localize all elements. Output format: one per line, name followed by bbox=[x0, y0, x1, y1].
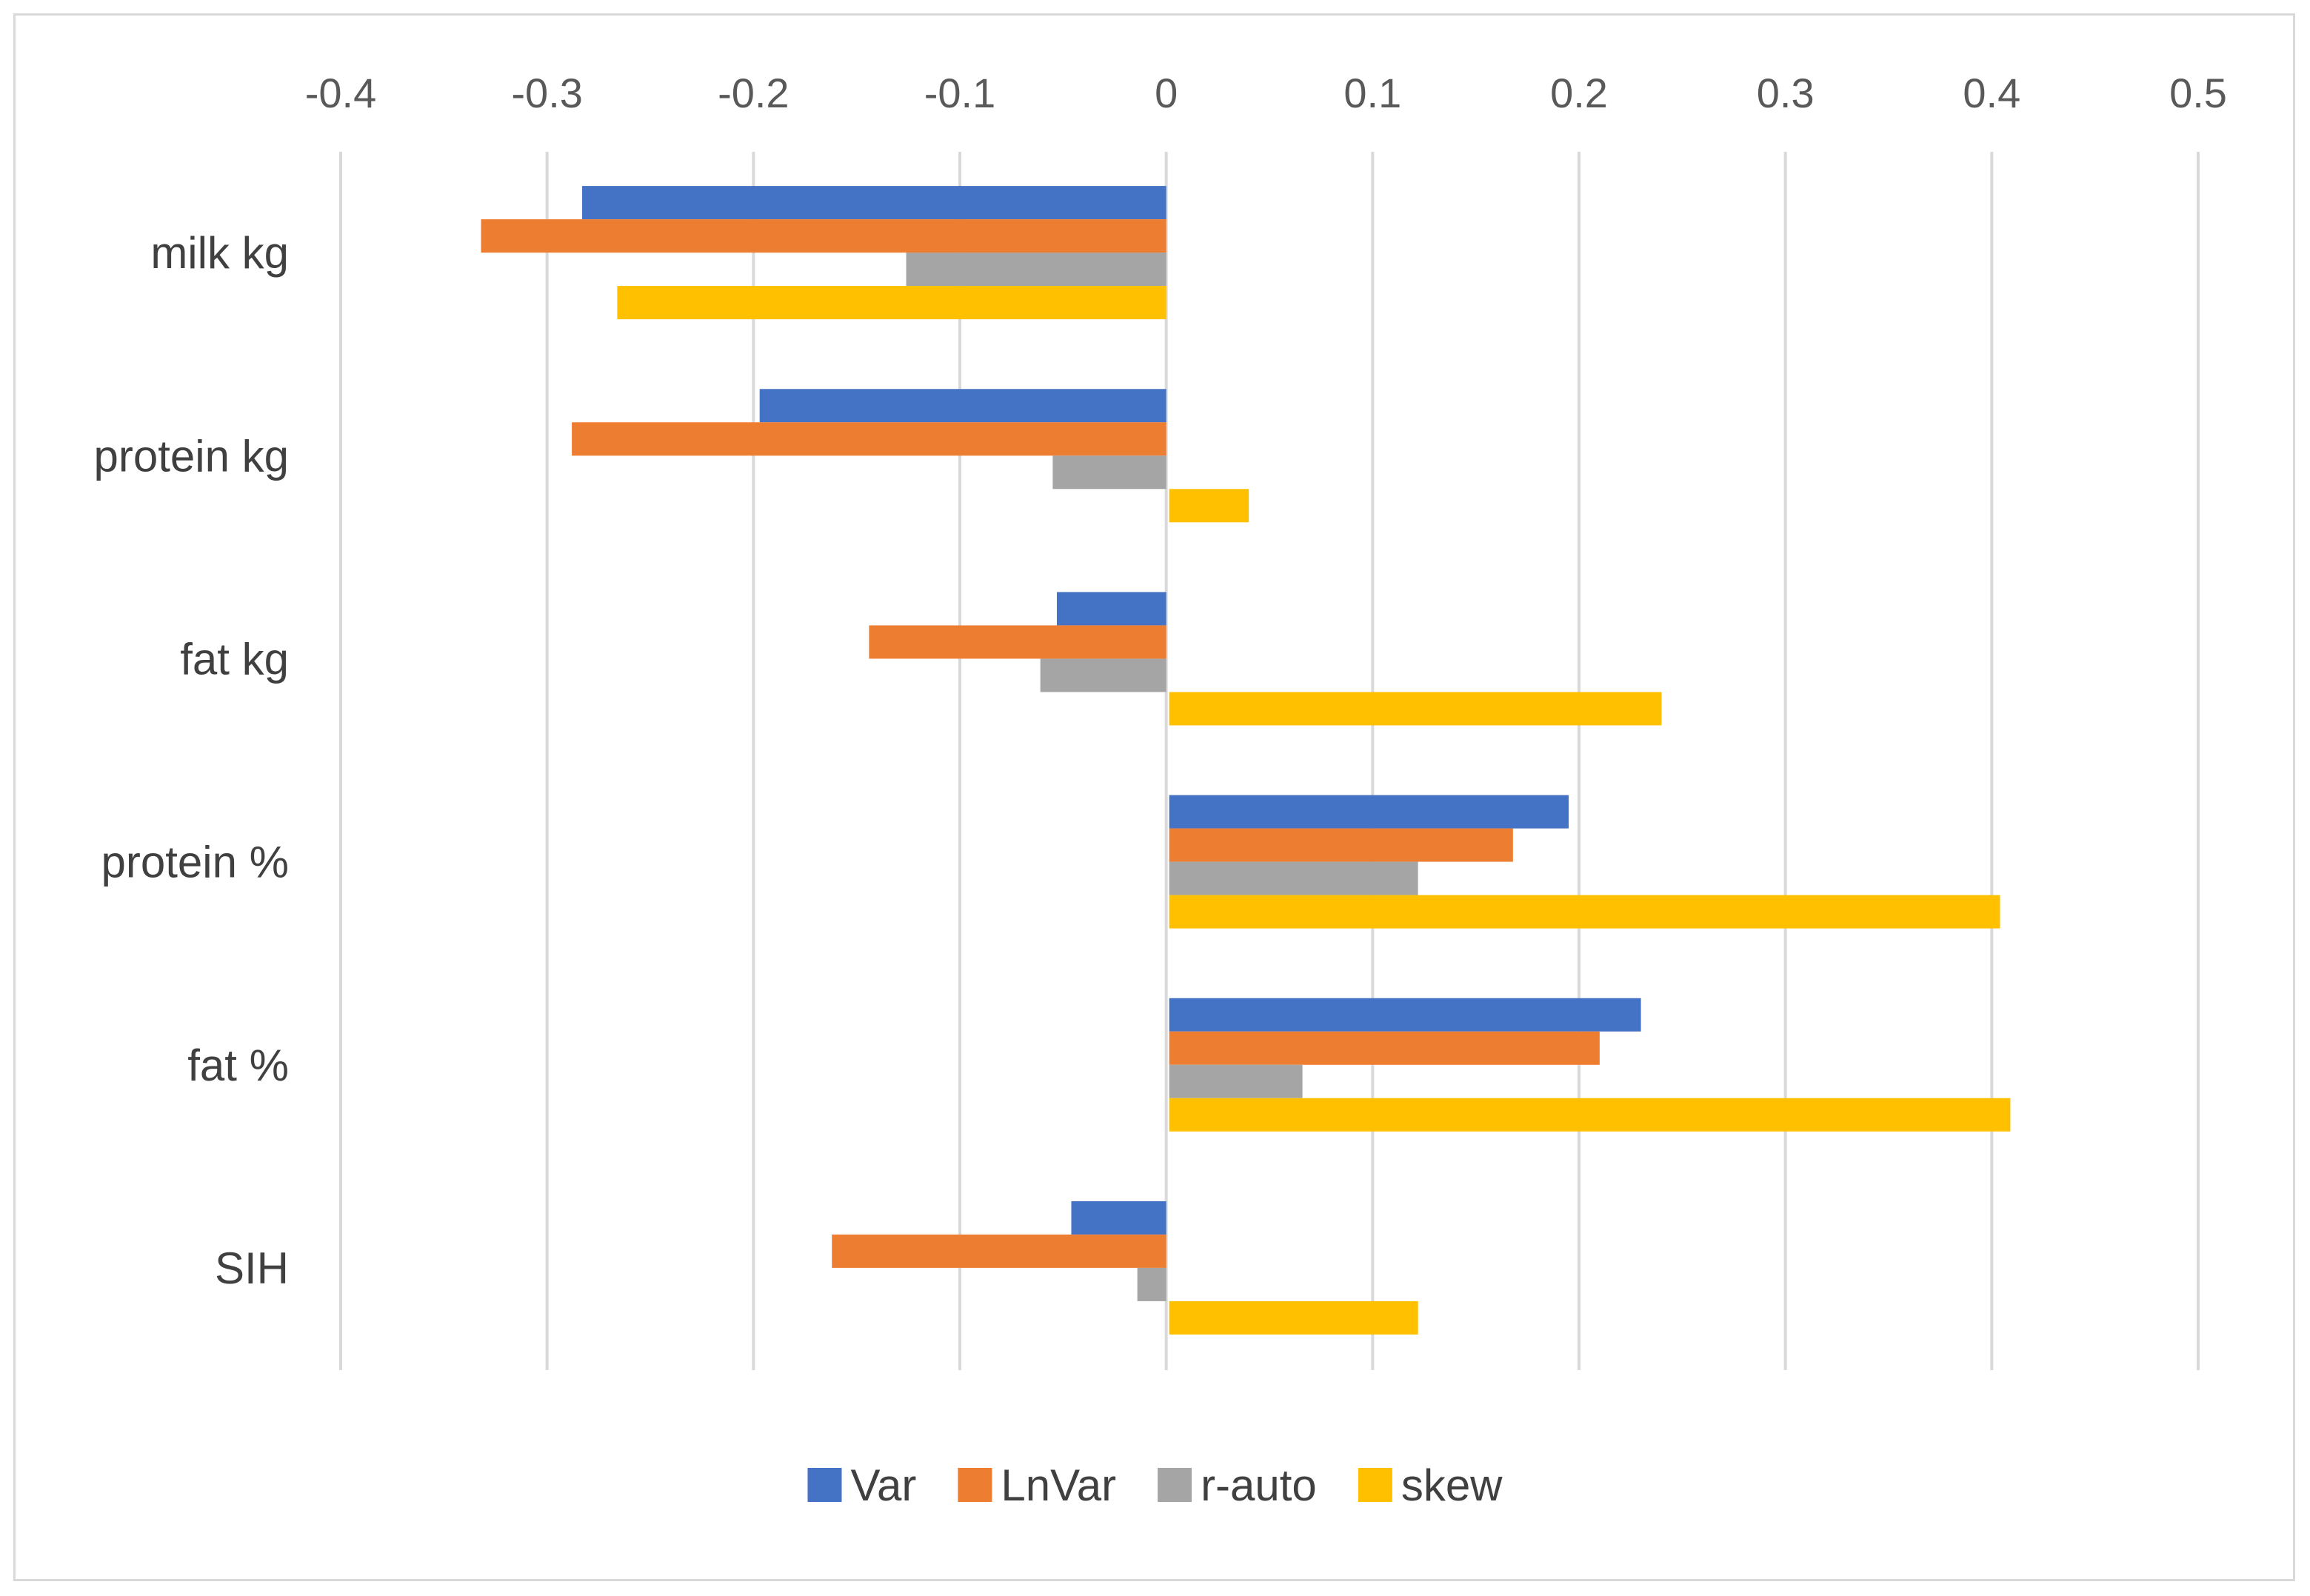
category-axis: milk kg protein kg fat kg protein % fat % SIH bbox=[94, 228, 290, 1293]
bar-var-fat-kg bbox=[1056, 592, 1166, 626]
bar-lnvar-milk-kg bbox=[481, 219, 1166, 253]
bar-var-milk-kg bbox=[582, 186, 1166, 220]
x-tick-label: 0.2 bbox=[1550, 70, 1608, 116]
category-label-fat-pct: fat % bbox=[187, 1041, 289, 1090]
x-tick-label: 0.1 bbox=[1343, 70, 1401, 116]
x-tick-label: -0.2 bbox=[718, 70, 790, 116]
legend-item-lnvar: LnVar bbox=[958, 1460, 1116, 1510]
legend-item-r-auto: r-auto bbox=[1158, 1460, 1317, 1510]
bar-r-auto-milk-kg bbox=[906, 253, 1166, 287]
category-label-fat-kg: fat kg bbox=[180, 634, 289, 684]
legend-label-skew: skew bbox=[1401, 1460, 1503, 1510]
bar-lnvar-fat-kg bbox=[869, 625, 1166, 659]
category-label-protein-kg: protein kg bbox=[94, 431, 290, 481]
bar-var-fat-pct bbox=[1169, 998, 1641, 1032]
bar-r-auto-protein-kg bbox=[1052, 455, 1166, 490]
legend-swatch-lnvar bbox=[958, 1468, 992, 1502]
x-tick-label: 0 bbox=[1155, 70, 1178, 116]
bar-r-auto-protein-pct bbox=[1169, 861, 1418, 895]
legend-item-skew: skew bbox=[1358, 1460, 1503, 1510]
category-label-sih: SIH bbox=[215, 1243, 289, 1293]
x-tick-label: 0.4 bbox=[1963, 70, 2020, 116]
bar-lnvar-protein-kg bbox=[572, 422, 1166, 456]
bar-skew-fat-kg bbox=[1169, 692, 1662, 726]
bar-r-auto-sih bbox=[1137, 1267, 1166, 1301]
legend-swatch-var bbox=[807, 1468, 842, 1502]
category-label-protein-pct: protein % bbox=[101, 838, 289, 887]
bar-lnvar-protein-pct bbox=[1169, 828, 1513, 862]
bar-skew-protein-kg bbox=[1169, 489, 1249, 523]
bar-lnvar-sih bbox=[832, 1234, 1166, 1268]
bar-skew-sih bbox=[1169, 1300, 1418, 1335]
bars bbox=[481, 186, 2011, 1335]
legend-label-lnvar: LnVar bbox=[1001, 1460, 1116, 1510]
x-tick-label: -0.1 bbox=[924, 70, 996, 116]
legend: Var LnVar r-auto skew bbox=[807, 1460, 1503, 1510]
legend-item-var: Var bbox=[807, 1460, 916, 1510]
x-tick-label: -0.4 bbox=[305, 70, 377, 116]
bar-skew-milk-kg bbox=[617, 286, 1166, 320]
bar-skew-protein-pct bbox=[1169, 895, 2000, 929]
x-tick-label: 0.3 bbox=[1757, 70, 1815, 116]
category-label-milk-kg: milk kg bbox=[150, 228, 289, 278]
legend-label-var: Var bbox=[850, 1460, 916, 1510]
legend-label-r-auto: r-auto bbox=[1201, 1460, 1317, 1510]
bar-var-protein-kg bbox=[759, 389, 1166, 423]
bar-r-auto-fat-kg bbox=[1040, 658, 1166, 692]
bar-lnvar-fat-pct bbox=[1169, 1031, 1600, 1065]
bar-var-protein-pct bbox=[1169, 795, 1569, 829]
legend-swatch-skew bbox=[1358, 1468, 1392, 1502]
x-tick-label: 0.5 bbox=[2169, 70, 2227, 116]
gridlines bbox=[339, 152, 2200, 1370]
x-tick-label: -0.3 bbox=[511, 70, 583, 116]
x-axis-ticks: -0.4 -0.3 -0.2 -0.1 0 0.1 0.2 0.3 0.4 0.5 bbox=[305, 70, 2227, 116]
bar-var-sih bbox=[1071, 1201, 1166, 1235]
bar-skew-fat-pct bbox=[1169, 1098, 2011, 1132]
legend-swatch-r-auto bbox=[1158, 1468, 1192, 1502]
bar-r-auto-fat-pct bbox=[1169, 1064, 1303, 1098]
